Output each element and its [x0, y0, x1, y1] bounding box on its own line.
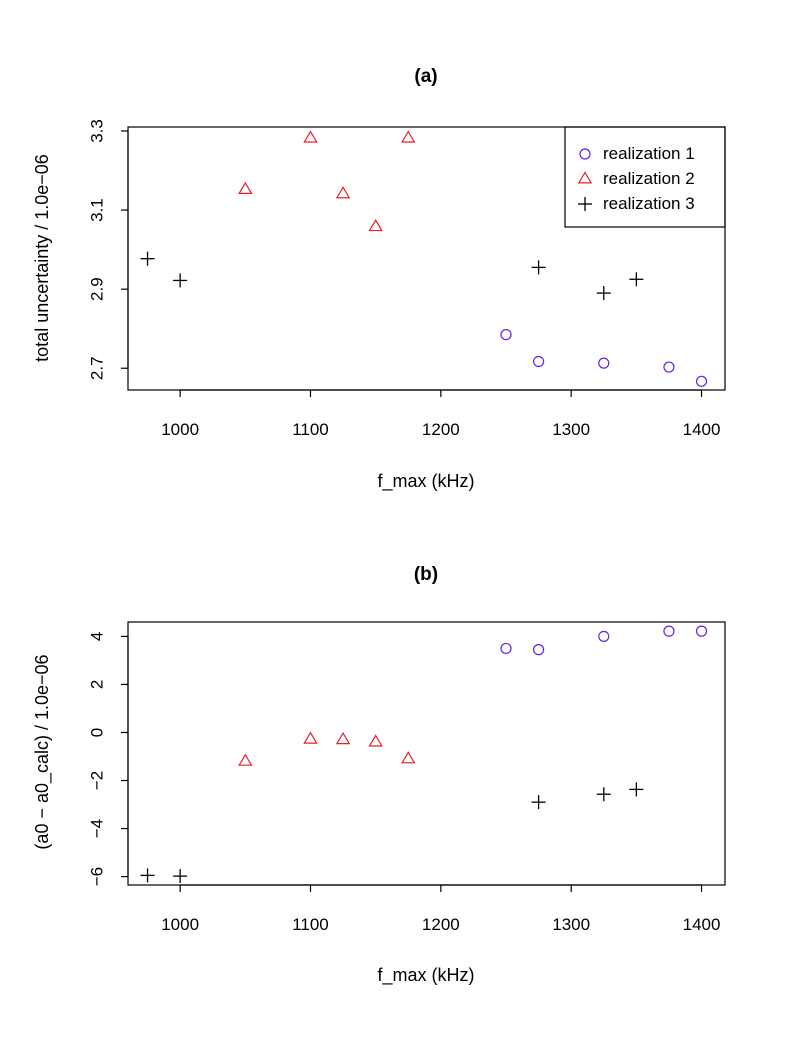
panel-b-y-axis: −6 −4 −2 0 2 4	[87, 632, 129, 886]
legend-symbol-realization-1	[579, 148, 591, 160]
panel-b-y-axis-label: (a0 − a0_calc) / 1.0e−06	[32, 654, 53, 849]
y-tick-label: 2	[87, 680, 106, 689]
legend-marker-realization-2	[577, 171, 593, 184]
point-realization-1	[500, 329, 512, 341]
point-realization-2	[303, 130, 318, 143]
legend-marker-realization-3	[578, 197, 592, 211]
y-tick-label: 0	[87, 728, 106, 737]
x-tick-label: 1300	[552, 915, 590, 934]
point-realization-1	[533, 355, 545, 368]
x-tick-label: 1100	[292, 420, 329, 439]
point-realization-3	[140, 251, 155, 266]
point-realization-3	[596, 286, 611, 301]
point-realization-1	[663, 625, 675, 637]
legend-box	[564, 126, 726, 228]
panel-b-plot-frame	[127, 621, 726, 886]
point-realization-1	[598, 630, 610, 643]
x-tick-label: 1200	[422, 915, 460, 934]
y-tick-label: 2.7	[87, 356, 106, 380]
y-tick-label: −6	[87, 867, 106, 886]
y-tick-label: 3.1	[87, 198, 106, 222]
panel-b-title: (b)	[414, 564, 438, 585]
panel-b: (b) 1000 1100 1200 1300 1400 −6 −4 −2 0 2 4 f_max…	[32, 564, 726, 986]
point-realization-2	[401, 130, 416, 143]
point-realization-2	[368, 734, 383, 747]
point-realization-2	[238, 181, 253, 194]
legend-marker-realization-1	[579, 148, 591, 160]
y-tick-label: 4	[87, 632, 106, 641]
point-realization-1	[695, 625, 708, 637]
point-realization-1	[663, 361, 675, 373]
point-realization-2	[401, 751, 416, 764]
x-tick-label: 1300	[552, 420, 590, 439]
panel-b-data-points	[140, 625, 708, 884]
x-tick-label: 1400	[683, 420, 721, 439]
y-tick-label: −2	[87, 771, 106, 790]
x-tick-label: 1200	[422, 420, 460, 439]
x-tick-label: 1000	[161, 915, 199, 934]
point-realization-3	[629, 782, 644, 797]
panel-a-plot-frame	[127, 126, 726, 391]
point-realization-1	[533, 644, 545, 656]
panel-a-title: (a)	[414, 66, 437, 87]
x-tick-label: 1000	[161, 420, 199, 439]
panel-a-y-axis-label: total uncertainty / 1.0e−06	[32, 154, 52, 362]
legend-symbol-realization-2	[577, 171, 593, 184]
panel-a-x-axis: 1000 1100 1200 1300 1400	[161, 389, 721, 439]
legend-label-realization-1: realization 1	[603, 144, 695, 163]
point-realization-3	[596, 787, 611, 802]
panel-a-legend: realization 1 realization 2 realization …	[564, 126, 726, 228]
y-tick-label: −4	[87, 819, 106, 838]
panel-a-y-axis: 2.7 2.9 3.1 3.3	[87, 119, 129, 380]
point-realization-1	[598, 357, 610, 369]
panel-a-x-axis-label: f_max (kHz)	[377, 471, 474, 492]
point-realization-2	[335, 732, 351, 745]
point-realization-3	[173, 273, 188, 288]
panel-a-data-points	[140, 130, 708, 387]
point-realization-2	[303, 731, 318, 744]
legend-label-realization-2: realization 2	[603, 169, 695, 188]
y-tick-label: 3.3	[87, 119, 106, 143]
point-realization-3	[140, 868, 155, 883]
panel-a: (a) 1000 1100 1200 1300 1400 2.7 2.9 3.1 3.3 f_…	[32, 66, 726, 492]
point-realization-3	[531, 260, 546, 275]
point-realization-1	[500, 642, 512, 655]
point-realization-2	[335, 186, 351, 199]
legend-label-realization-3: realization 3	[603, 194, 695, 213]
point-realization-2	[368, 218, 383, 232]
point-realization-2	[238, 753, 253, 766]
panel-b-x-axis-label: f_max (kHz)	[377, 965, 474, 986]
point-realization-3	[173, 869, 188, 884]
point-realization-1	[695, 375, 708, 387]
x-tick-label: 1100	[292, 915, 329, 934]
x-tick-label: 1400	[683, 915, 721, 934]
panel-b-x-axis: 1000 1100 1200 1300 1400	[161, 884, 721, 934]
point-realization-3	[531, 795, 546, 810]
y-tick-label: 2.9	[87, 277, 106, 301]
point-realization-3	[629, 272, 644, 287]
legend-symbol-realization-3	[578, 197, 592, 211]
